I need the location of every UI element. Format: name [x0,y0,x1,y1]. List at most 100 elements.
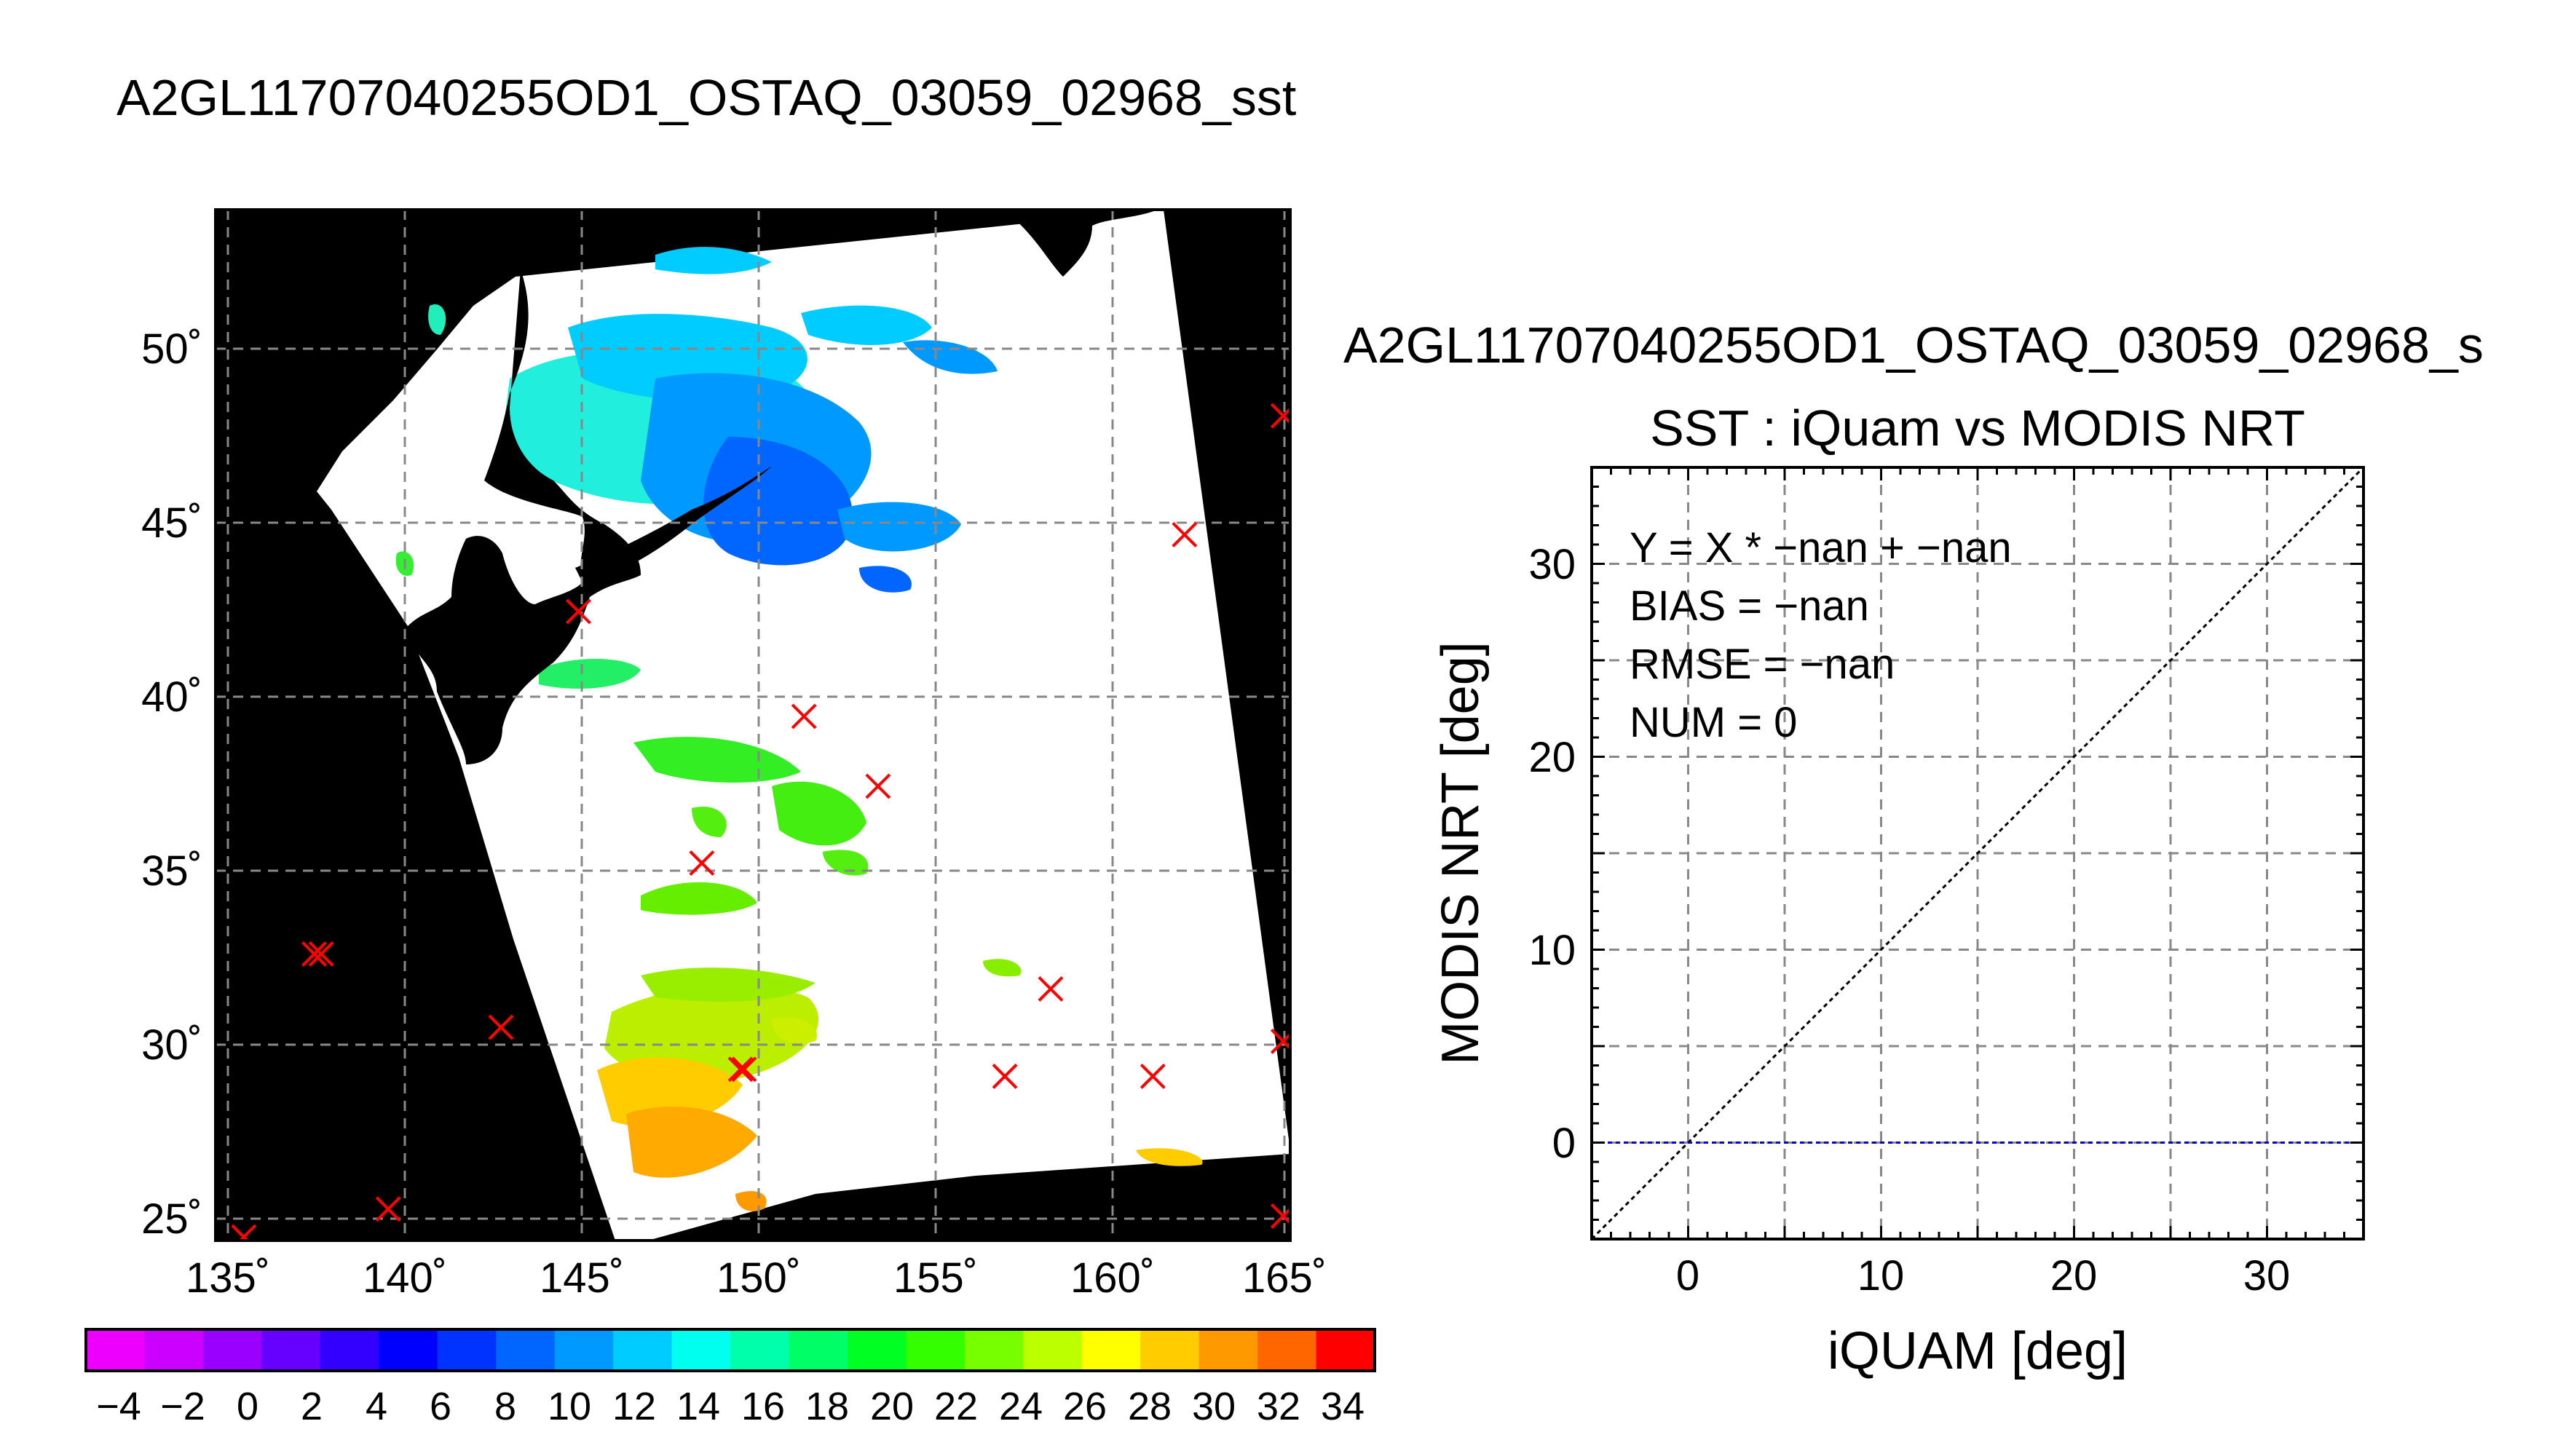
lat-tick-label: 30˚ [141,1021,202,1069]
colorbar-cell [847,1329,907,1371]
iquam-marker [791,703,817,729]
colorbar-cell [320,1329,379,1371]
lat-tick-label: 35˚ [141,847,202,895]
y-tick-label: 10 [1528,927,1576,974]
bias-value: BIAS = −nan [1630,582,1869,630]
num-value: NUM = 0 [1630,699,1797,746]
colorbar-cell [613,1329,673,1371]
colorbar-cell [906,1329,965,1371]
y-tick-label: 0 [1552,1120,1576,1167]
y-axis-label: MODIS NRT [deg] [1431,641,1490,1065]
colorbar-labels: −4 −2 0 2 4 6 8 10 12 14 16 18 20 22 24 … [96,1385,1365,1428]
x-tick-label: 10 [1857,1252,1905,1299]
colorbar-cell [1257,1329,1317,1371]
colorbar-frame [84,1328,1376,1372]
lon-tick-label: 140˚ [363,1254,447,1302]
colorbar-cell [1198,1329,1258,1371]
colorbar-label: 10 [548,1385,591,1428]
map-panel [214,208,1292,1242]
colorbar-cell [1140,1329,1200,1371]
iquam-marker [1270,1203,1290,1229]
scatter-x-tick-labels: 0 10 20 30 [1676,1252,2290,1299]
colorbar-cell [964,1329,1024,1371]
scatter-annotations: Y = X * −nan + −nan BIAS = −nan RMSE = −… [1630,524,2012,746]
colorbar-label: 0 [237,1385,258,1428]
y-tick-label: 30 [1528,541,1576,588]
colorbar-label: 8 [494,1385,516,1428]
map-title: A2GL11707040255OD1_OSTAQ_03059_02968_sst [117,69,1296,126]
colorbar-cell [86,1329,145,1371]
colorbar-cell [144,1329,204,1371]
colorbar-cell [554,1329,614,1371]
iquam-marker [689,850,715,877]
colorbar-cell [496,1329,556,1371]
lat-tick-label: 40˚ [141,673,202,721]
land-masses [408,210,1158,764]
lat-tick-label: 25˚ [141,1195,202,1243]
colorbar-label: 6 [430,1385,451,1428]
scatter-title: SST : iQuam vs MODIS NRT [1650,400,2305,456]
colorbar-cell [1316,1329,1375,1371]
colorbar-cell [1081,1329,1141,1371]
lon-tick-label: 155˚ [893,1254,978,1302]
colorbar-cell [437,1329,497,1371]
iquam-marker [992,1063,1018,1089]
rmse-value: RMSE = −nan [1630,641,1895,688]
iquam-marker [731,1056,757,1083]
lat-tick-label: 45˚ [141,499,202,547]
x-tick-label: 30 [2243,1252,2291,1299]
sst-field [395,247,1203,1211]
colorbar-label: 28 [1128,1385,1172,1428]
colorbar-label: 22 [934,1385,978,1428]
map-frame [214,208,1292,1242]
colorbar-label: 20 [870,1385,914,1428]
colorbar-label: 18 [805,1385,849,1428]
lon-tick-label: 165˚ [1242,1254,1327,1302]
colorbar-cell [202,1329,262,1371]
map-lat-labels: 25˚ 30˚ 35˚ 40˚ 45˚ 50˚ [141,325,202,1243]
scatter-plot [1590,466,2365,1241]
fit-equation: Y = X * −nan + −nan [1630,524,2012,571]
scatter-figure-title: A2GL11707040255OD1_OSTAQ_03059_02968_s [1343,317,2484,373]
iquam-marker [308,941,334,967]
lon-tick-label: 135˚ [186,1254,270,1302]
x-axis-label: iQUAM [deg] [1828,1322,2128,1380]
colorbar-label: 30 [1192,1385,1236,1428]
map-gridlines [216,210,1290,1241]
iquam-marker [488,1014,514,1040]
colorbar-cell [789,1329,848,1371]
lon-tick-label: 160˚ [1070,1254,1155,1302]
colorbar-label: 32 [1257,1385,1300,1428]
x-tick-label: 20 [2050,1252,2098,1299]
colorbar-label: 14 [676,1385,720,1428]
iquam-marker [1172,521,1198,547]
iquam-marker [865,773,891,799]
lon-tick-label: 145˚ [540,1254,624,1302]
colorbar-cell [379,1329,438,1371]
colorbar: −4 −2 0 2 4 6 8 10 12 14 16 18 20 22 24 … [84,1328,1376,1428]
colorbar-cell [1023,1329,1083,1371]
iquam-marker [566,598,591,625]
x-tick-label: 0 [1676,1252,1699,1299]
iquam-marker [1140,1063,1166,1089]
colorbar-label: −4 [96,1385,141,1428]
colorbar-label: 34 [1321,1385,1365,1428]
colorbar-label: 24 [999,1385,1043,1428]
y-tick-label: 20 [1528,734,1576,781]
colorbar-cell [730,1329,789,1371]
lat-tick-label: 50˚ [141,325,202,373]
iquam-marker [1038,976,1064,1002]
map-lon-labels: 135˚ 140˚ 145˚ 150˚ 155˚ 160˚ 165˚ [186,1254,1327,1302]
colorbar-cell [671,1329,731,1371]
scatter-y-tick-labels: 0 10 20 30 [1528,541,1576,1167]
iquam-marker [1270,403,1290,429]
identity-line [1592,467,2364,1239]
iquam-marker [727,1056,754,1083]
iquam-marker [301,941,327,967]
colorbar-label: 4 [366,1385,387,1428]
iquam-marker [375,1196,401,1222]
iquam-marker [231,1224,257,1241]
colorbar-label: 12 [612,1385,656,1428]
colorbar-cells [86,1329,1375,1371]
